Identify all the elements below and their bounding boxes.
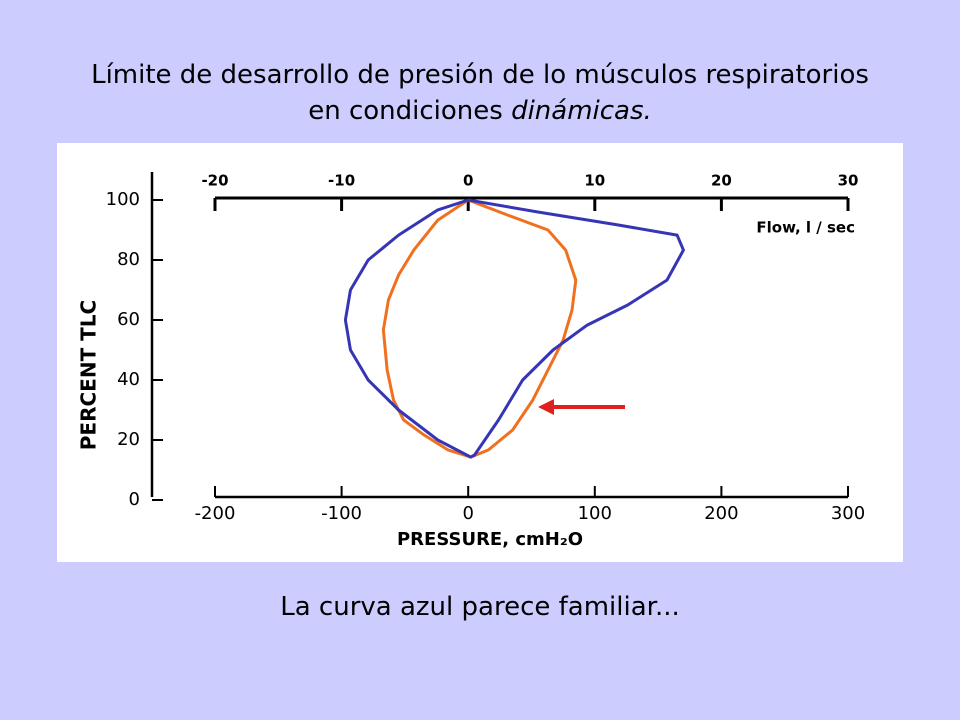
y-tick-label: 80 [117, 249, 140, 270]
x-tick-label: 100 [578, 503, 612, 524]
title-text: en condiciones [308, 96, 512, 126]
x2-tick-label: -10 [328, 172, 355, 190]
title-line: en condiciones dinámicas. [0, 96, 960, 126]
x-tick-label: 0 [462, 503, 473, 524]
caption: La curva azul parece familiar... [280, 592, 680, 622]
y-tick-label: 0 [129, 489, 140, 510]
arrow-head [538, 399, 554, 415]
x-axis-label: PRESSURE, cmH₂O [397, 529, 583, 550]
chart-panel [57, 143, 903, 562]
x2-tick-label: 0 [463, 172, 473, 190]
y-tick-label: 100 [106, 189, 140, 210]
series-line [343, 198, 685, 459]
x-tick-label: -200 [195, 503, 236, 524]
x2-axis-label: Flow, l / sec [756, 219, 855, 237]
x-tick-label: -100 [321, 503, 362, 524]
x-tick-label: 200 [704, 503, 738, 524]
x2-tick-label: 30 [838, 172, 859, 190]
x2-tick-label: 10 [584, 172, 605, 190]
x-tick-label: 300 [831, 503, 865, 524]
y-tick-label: 60 [117, 309, 140, 330]
y-axis-label: PERCENT TLC [77, 300, 101, 450]
y-tick-label: 40 [117, 369, 140, 390]
title-emphasis: dinámicas. [511, 96, 652, 126]
y-tick-label: 20 [117, 429, 140, 450]
x2-tick-label: -20 [201, 172, 228, 190]
x2-tick-label: 20 [711, 172, 732, 190]
title-line: Límite de desarrollo de presión de lo mú… [91, 60, 869, 90]
